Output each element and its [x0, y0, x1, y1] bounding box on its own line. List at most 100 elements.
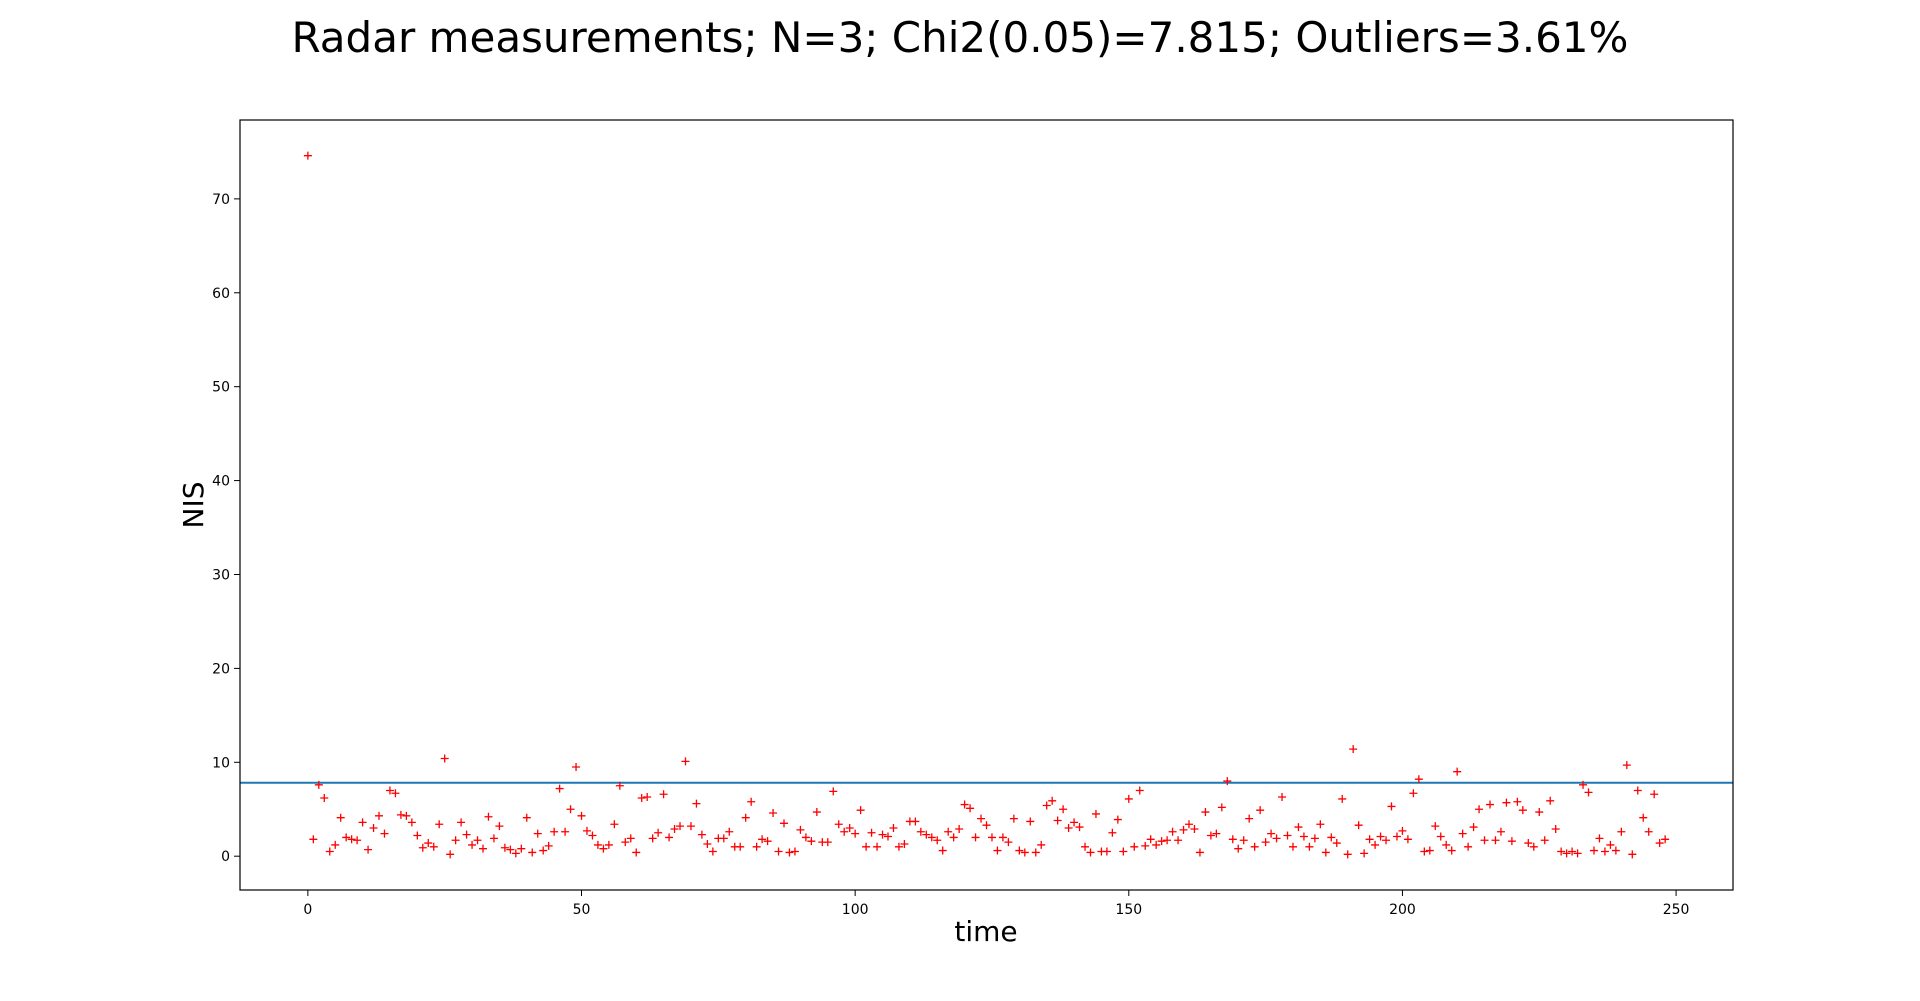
data-point	[1458, 829, 1467, 838]
data-point	[621, 838, 630, 847]
data-point	[1037, 840, 1046, 849]
data-point	[1425, 846, 1434, 855]
data-point	[966, 804, 975, 813]
data-point	[1486, 800, 1494, 809]
data-point	[550, 827, 559, 836]
data-point	[867, 828, 876, 837]
data-point	[1190, 824, 1199, 833]
data-point	[1507, 837, 1516, 846]
data-point	[648, 834, 657, 843]
data-point	[1288, 842, 1297, 851]
data-point	[862, 842, 871, 851]
data-point	[1513, 797, 1522, 806]
data-point	[424, 839, 433, 848]
data-point	[544, 841, 553, 850]
data-point	[1420, 847, 1429, 856]
data-point	[763, 837, 772, 846]
data-point	[1414, 775, 1423, 784]
data-point	[1146, 835, 1155, 844]
data-point	[719, 834, 728, 843]
data-point	[1124, 794, 1133, 803]
data-point	[654, 828, 663, 837]
data-point	[1546, 796, 1555, 805]
data-point	[588, 831, 597, 840]
y-tick-label: 30	[212, 567, 230, 583]
data-point	[517, 844, 526, 853]
data-point	[796, 825, 805, 834]
data-point	[1108, 828, 1117, 837]
y-axis-ticks: 0 10 20 30 40 50 60 70	[212, 192, 240, 865]
y-tick-label: 10	[212, 755, 230, 771]
chart-title: Radar measurements; N=3; Chi2(0.05)=7.81…	[292, 13, 1629, 62]
data-point	[725, 827, 734, 836]
data-point	[336, 813, 345, 822]
data-point	[309, 835, 318, 844]
data-point	[1338, 794, 1347, 803]
data-point	[1524, 839, 1533, 848]
data-point	[758, 835, 767, 844]
axes-background	[240, 120, 1733, 890]
data-point	[342, 833, 351, 842]
data-point	[1310, 834, 1319, 843]
data-point	[927, 833, 936, 842]
data-point	[665, 833, 674, 842]
data-point	[1031, 848, 1040, 857]
data-point	[780, 819, 789, 828]
data-point	[643, 793, 652, 802]
data-point	[1447, 846, 1456, 855]
data-point	[369, 824, 378, 833]
data-point	[1234, 844, 1243, 853]
data-point	[446, 850, 455, 859]
data-point	[1661, 835, 1670, 844]
data-point	[1179, 825, 1188, 834]
data-point	[785, 848, 794, 857]
data-point	[506, 845, 515, 854]
x-tick-label: 250	[1663, 902, 1690, 918]
data-point	[692, 799, 701, 808]
data-point	[752, 842, 761, 851]
x-axis-ticks: 0 50 100 150 200 250	[303, 890, 1689, 918]
data-point	[697, 830, 706, 839]
data-point	[1053, 816, 1062, 825]
data-point	[1606, 840, 1615, 849]
data-point	[1628, 850, 1637, 859]
data-point	[478, 844, 487, 853]
data-point	[314, 780, 323, 789]
data-point	[1321, 848, 1330, 857]
data-point	[659, 790, 668, 799]
data-point	[1480, 836, 1489, 845]
data-point	[1573, 849, 1582, 858]
data-point	[993, 846, 1002, 855]
data-point	[1595, 834, 1604, 843]
data-point	[1299, 832, 1308, 841]
data-point	[1135, 786, 1144, 795]
data-point	[1009, 814, 1018, 823]
data-point	[1611, 846, 1620, 855]
data-point	[1168, 827, 1177, 836]
data-point	[883, 832, 892, 841]
data-point	[823, 838, 832, 847]
data-point	[566, 805, 575, 814]
data-point	[1529, 842, 1538, 851]
data-point	[1070, 818, 1079, 827]
data-point	[1349, 745, 1358, 754]
data-point	[922, 830, 931, 839]
data-point	[1163, 836, 1172, 845]
data-point	[593, 840, 602, 849]
data-point	[440, 754, 449, 763]
x-tick-label: 100	[842, 902, 869, 918]
data-point	[391, 789, 400, 798]
data-point	[801, 833, 810, 842]
data-point	[457, 818, 466, 827]
data-point	[1091, 809, 1100, 818]
data-point	[1518, 806, 1527, 815]
y-tick-label: 0	[221, 849, 230, 865]
data-point	[982, 821, 991, 830]
data-point	[1283, 831, 1292, 840]
data-point	[1272, 834, 1281, 843]
data-point	[1568, 847, 1577, 856]
data-point	[1217, 803, 1226, 812]
data-point	[484, 812, 493, 821]
data-point	[1589, 846, 1598, 855]
